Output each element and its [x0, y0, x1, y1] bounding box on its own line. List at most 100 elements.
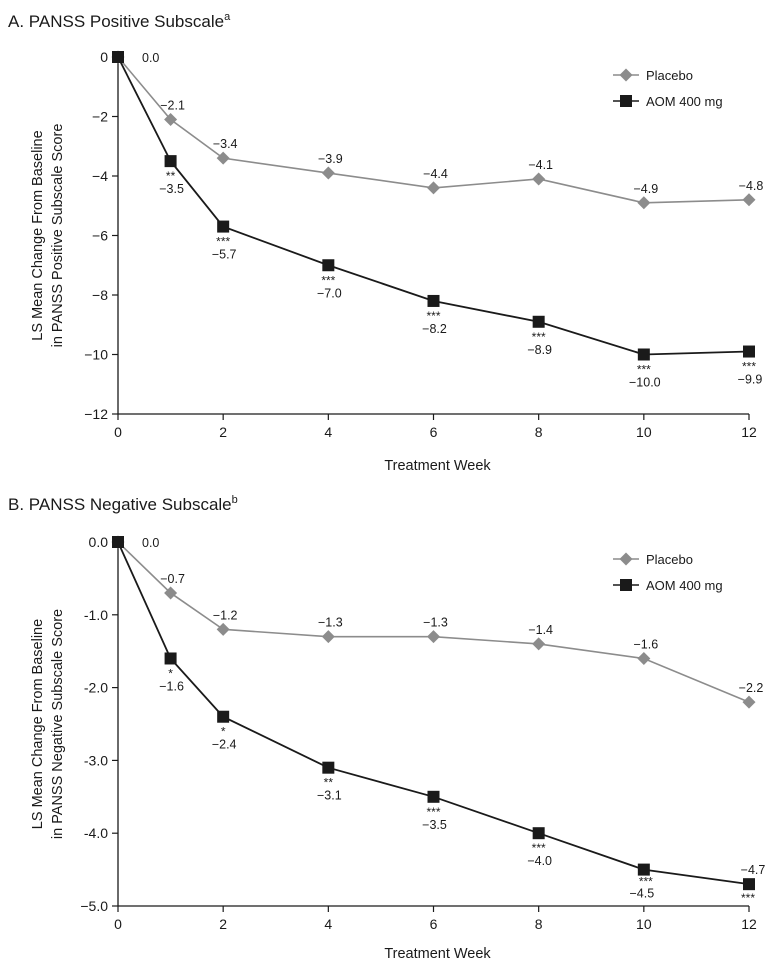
y-axis-title-line1: LS Mean Change From Baseline — [30, 619, 46, 829]
data-point — [428, 791, 440, 803]
data-label: −3.5 — [159, 182, 184, 196]
data-point — [217, 711, 229, 723]
data-label: −4.8 — [739, 179, 764, 193]
chart-title-text: B. PANSS Negative Subscale — [8, 495, 232, 514]
x-tick-label: 4 — [324, 916, 332, 932]
data-point — [217, 623, 230, 636]
data-label: 0.0 — [142, 536, 159, 550]
data-point — [217, 152, 230, 165]
data-point — [165, 652, 177, 664]
data-point — [743, 193, 756, 206]
data-point — [428, 295, 440, 307]
chart-title-text: A. PANSS Positive Subscale — [8, 12, 224, 31]
chart-title: B. PANSS Negative Subscaleb — [8, 494, 238, 514]
significance-marker: * — [221, 725, 226, 739]
data-label: −2.2 — [739, 681, 764, 695]
chart-title: A. PANSS Positive Subscalea — [8, 11, 231, 31]
data-point — [427, 630, 440, 643]
significance-marker: * — [168, 666, 173, 680]
data-label: −1.6 — [633, 637, 658, 651]
data-label: −2.1 — [160, 98, 185, 112]
legend-square-marker — [620, 579, 632, 591]
y-tick-label: -3.0 — [84, 752, 108, 768]
legend-diamond-marker — [620, 553, 633, 566]
x-tick-label: 12 — [741, 424, 757, 440]
legend-label: Placebo — [646, 68, 693, 83]
significance-marker: *** — [216, 235, 230, 249]
legend-label: AOM 400 mg — [646, 94, 723, 109]
data-label: −3.1 — [317, 789, 342, 803]
y-tick-label: −6 — [92, 228, 108, 244]
x-tick-label: 2 — [219, 916, 227, 932]
y-axis-title-line1: LS Mean Change From Baseline — [30, 130, 46, 340]
data-label: −10.0 — [629, 376, 661, 390]
data-label: 0.0 — [142, 51, 159, 65]
legend: Placebo AOM 400 mg — [613, 552, 723, 593]
data-point — [533, 316, 545, 328]
legend-diamond-marker — [620, 69, 633, 82]
data-label: −1.6 — [159, 679, 184, 693]
data-point — [637, 196, 650, 209]
y-axis-title-line2: in PANSS Negative Subscale Score — [50, 609, 66, 839]
x-axis-title: Treatment Week — [384, 458, 491, 474]
significance-marker: *** — [532, 841, 546, 855]
legend-square-marker — [620, 95, 632, 107]
significance-marker: *** — [742, 360, 756, 374]
data-label: −1.2 — [213, 608, 238, 622]
y-tick-label: -2.0 — [84, 680, 108, 696]
data-label: −1.3 — [318, 616, 343, 630]
y-tick-label: -4.0 — [84, 825, 108, 841]
x-tick-label: 10 — [636, 916, 652, 932]
data-label: −3.4 — [213, 137, 238, 151]
data-point — [112, 536, 124, 548]
chart-panel-a: A. PANSS Positive Subscalea 0 −2 −4 −6 −8 −10 −… — [8, 11, 763, 474]
data-label: −3.5 — [422, 818, 447, 832]
data-point — [112, 51, 124, 63]
data-label: −4.5 — [629, 887, 654, 901]
significance-marker: ** — [166, 169, 176, 183]
legend: Placebo AOM 400 mg — [613, 68, 723, 109]
y-axis-title-line2: in PANSS Positive Subscale Score — [50, 124, 66, 348]
data-label: −5.7 — [212, 248, 237, 262]
x-tick-label: 0 — [114, 424, 122, 440]
data-label: −2.4 — [212, 738, 237, 752]
data-label: −8.2 — [422, 322, 447, 336]
data-point — [638, 349, 650, 361]
y-tick-label: −4 — [92, 168, 108, 184]
data-label: −4.9 — [633, 182, 658, 196]
data-point — [532, 637, 545, 650]
y-tick-label: −8 — [92, 287, 108, 303]
significance-marker: *** — [637, 363, 651, 377]
data-label: −9.9 — [738, 373, 763, 387]
data-label: −4.0 — [527, 854, 552, 868]
data-point — [322, 762, 334, 774]
series-line — [118, 542, 749, 884]
y-tick-label: −5.0 — [80, 898, 108, 914]
x-tick-label: 6 — [430, 424, 438, 440]
data-point — [743, 878, 755, 890]
x-tick-label: 4 — [324, 424, 332, 440]
x-tick-label: 6 — [430, 916, 438, 932]
data-point — [427, 181, 440, 194]
y-tick-label: −12 — [84, 406, 108, 422]
data-point — [165, 155, 177, 167]
data-label: −4.4 — [423, 167, 448, 181]
data-point — [532, 172, 545, 185]
data-label: −4.7 — [741, 863, 766, 877]
x-axis-title: Treatment Week — [384, 946, 491, 962]
data-label: −1.3 — [423, 616, 448, 630]
significance-marker: *** — [426, 309, 440, 323]
x-tick-label: 2 — [219, 424, 227, 440]
legend-label: Placebo — [646, 552, 693, 567]
y-tick-label: −2 — [92, 109, 108, 125]
significance-marker: *** — [321, 273, 335, 287]
data-point — [322, 630, 335, 643]
data-label: −8.9 — [527, 343, 552, 357]
data-point — [322, 167, 335, 180]
data-point — [743, 346, 755, 358]
data-point — [533, 827, 545, 839]
x-tick-label: 8 — [535, 916, 543, 932]
chart-title-superscript: a — [224, 11, 231, 23]
chart-title-superscript: b — [232, 494, 238, 506]
